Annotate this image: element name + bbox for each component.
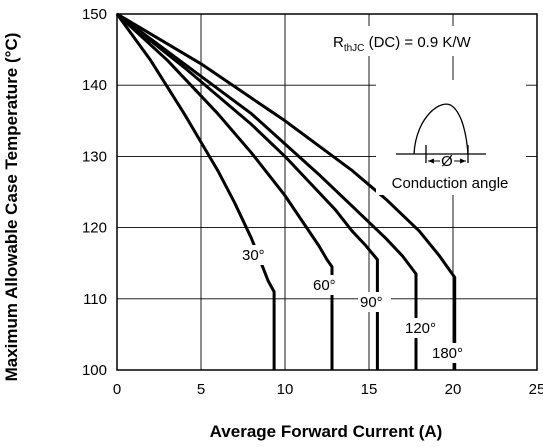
curve-label-bg — [358, 292, 391, 312]
curve-label-bg — [240, 245, 273, 265]
y-tick-label: 150 — [82, 6, 107, 23]
y-tick-label: 100 — [82, 362, 107, 379]
conduction-angle-label: Conduction angle — [392, 175, 509, 192]
curve-label-bg — [430, 343, 472, 363]
rthjc-value: (DC) = 0.9 K/W — [364, 34, 471, 51]
gridlines — [117, 14, 537, 370]
curve-label-bg — [403, 318, 445, 338]
series-curves — [115, 12, 457, 370]
plot-frame — [116, 13, 538, 371]
phi-symbol: Ø — [441, 153, 453, 170]
y-tick-label: 140 — [82, 77, 107, 94]
x-tick-label: 20 — [445, 381, 462, 398]
y-tick-label: 110 — [83, 291, 107, 308]
x-axis-title: Average Forward Current (A) — [210, 422, 443, 441]
y-tick-label: 130 — [82, 148, 107, 165]
curve-label: 30° — [242, 247, 265, 264]
tick-labels: 0 5 10 15 20 25 100 110 120 130 140 150 — [82, 6, 543, 398]
curve-30deg — [115, 13, 276, 370]
curve-label: 120° — [405, 320, 436, 337]
curve-label: 90° — [360, 294, 383, 311]
y-axis-title: Maximum Allowable Case Temperature (°C) — [2, 33, 21, 382]
curve-label: 180° — [432, 345, 463, 362]
sine-half-wave-icon — [413, 103, 469, 155]
curve-labels: 30° 60° 90° 120° 180° — [240, 245, 472, 363]
x-tick-label: 0 — [113, 381, 121, 398]
x-tick-label: 10 — [277, 381, 294, 398]
curve-label-bg — [311, 275, 344, 295]
rthjc-annotation: RthJC (DC) = 0.9 K/W — [326, 26, 531, 56]
rthjc-symbol: R — [333, 34, 344, 51]
curve-120deg — [116, 12, 418, 370]
curve-90deg — [116, 12, 379, 370]
curve-180deg — [116, 12, 457, 370]
rthjc-subscript: thJC — [344, 43, 365, 54]
x-tick-label: 25 — [529, 381, 543, 398]
curve-60deg — [115, 12, 334, 370]
svg-text:RthJC (DC) = 0.9 K/W: RthJC (DC) = 0.9 K/W — [333, 34, 472, 54]
x-tick-label: 15 — [361, 381, 378, 398]
x-tick-label: 5 — [197, 381, 205, 398]
curve-label: 60° — [313, 277, 336, 294]
y-tick-label: 120 — [82, 220, 107, 237]
conduction-angle-diagram: Ø Conduction angle — [376, 80, 526, 195]
